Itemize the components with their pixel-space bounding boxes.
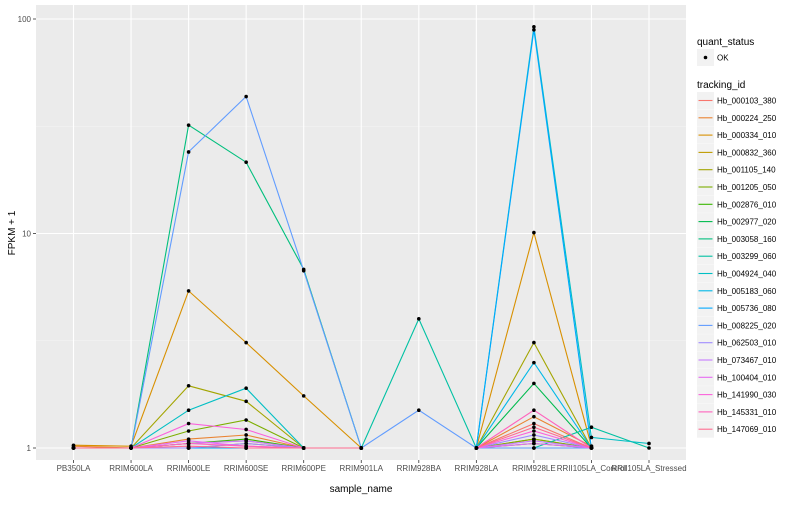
data-point bbox=[186, 123, 191, 127]
x-axis-ticks: PB350LA RRIM600LA RRIM600LE RRIM600SE RRIM60… bbox=[57, 460, 687, 473]
tracking-id-legend-title: tracking_id bbox=[697, 80, 745, 91]
data-point bbox=[186, 439, 191, 443]
x-tick-label: PB350LA bbox=[57, 464, 91, 473]
series-line bbox=[73, 95, 592, 449]
data-point bbox=[244, 418, 248, 422]
data-point bbox=[244, 427, 248, 432]
data-point bbox=[244, 340, 248, 345]
data-point bbox=[532, 28, 536, 32]
data-point bbox=[301, 446, 306, 450]
x-tick-label: RRIM928LA bbox=[455, 464, 499, 473]
data-point bbox=[532, 446, 536, 450]
x-tick-label: RRIM600LA bbox=[109, 464, 153, 473]
quant-status-legend-title: quant_status bbox=[697, 37, 754, 48]
x-tick-label: RRIM600PE bbox=[281, 464, 325, 473]
legend-label: Hb_005736_080 bbox=[717, 304, 777, 313]
data-point bbox=[532, 360, 536, 365]
data-point bbox=[359, 446, 364, 450]
data-point bbox=[301, 394, 306, 398]
legend-label: Hb_073467_010 bbox=[717, 356, 777, 365]
data-point bbox=[417, 317, 421, 321]
data-point bbox=[532, 441, 536, 446]
data-point bbox=[244, 446, 248, 450]
data-point bbox=[532, 433, 536, 437]
legend-label: Hb_062503_010 bbox=[717, 339, 777, 348]
data-point bbox=[532, 340, 536, 345]
data-point bbox=[474, 446, 479, 450]
data-point bbox=[532, 381, 536, 386]
data-point bbox=[71, 446, 76, 450]
data-point bbox=[186, 444, 191, 448]
legend-label: Hb_005183_060 bbox=[717, 287, 777, 296]
legend-label: Hb_002876_010 bbox=[717, 200, 777, 209]
data-point bbox=[417, 408, 421, 413]
quant-status-point-icon bbox=[703, 55, 708, 60]
data-point bbox=[532, 24, 536, 29]
legend-label: Hb_002977_020 bbox=[717, 218, 777, 227]
data-point bbox=[244, 441, 248, 446]
x-tick-label: RRII105LA_Stressed bbox=[611, 464, 686, 473]
data-point bbox=[186, 421, 191, 426]
x-tick-label: RRIM600SE bbox=[224, 464, 268, 473]
data-point bbox=[244, 94, 248, 99]
x-tick-label: RRIM928BA bbox=[397, 464, 442, 473]
legend-label: Hb_145331_010 bbox=[717, 408, 777, 417]
legend-label: Hb_001205_050 bbox=[717, 183, 777, 192]
data-point bbox=[244, 433, 248, 437]
legend-label: Hb_003299_060 bbox=[717, 252, 777, 261]
data-point bbox=[244, 160, 248, 164]
legend-label: Hb_141990_030 bbox=[717, 391, 777, 400]
data-point bbox=[186, 383, 191, 388]
data-point bbox=[647, 441, 651, 446]
y-axis-ticks: 1 10 100 bbox=[18, 15, 36, 453]
x-tick-label: RRIM901LA bbox=[339, 464, 383, 473]
data-points bbox=[71, 24, 651, 450]
x-tick-label: RRIM600LE bbox=[167, 464, 211, 473]
data-point bbox=[186, 289, 191, 293]
quant-status-legend-label: OK bbox=[717, 54, 729, 63]
data-point bbox=[647, 446, 651, 450]
data-point bbox=[186, 408, 191, 413]
data-point bbox=[244, 439, 248, 443]
legend-label: Hb_004924_040 bbox=[717, 270, 777, 279]
data-point bbox=[589, 425, 594, 430]
legend-label: Hb_147069_010 bbox=[717, 425, 777, 434]
data-point bbox=[532, 421, 536, 426]
data-point bbox=[532, 439, 536, 443]
data-point bbox=[532, 429, 536, 433]
data-point bbox=[244, 386, 248, 391]
y-tick-label: 100 bbox=[18, 15, 32, 24]
data-point bbox=[589, 435, 594, 440]
legend-label: Hb_003058_160 bbox=[717, 235, 777, 244]
data-point bbox=[244, 399, 248, 404]
data-point bbox=[532, 230, 536, 235]
legend-label: Hb_000224_250 bbox=[717, 114, 777, 123]
data-point bbox=[532, 414, 536, 419]
data-point bbox=[129, 446, 133, 450]
x-tick-label: RRII105LA_Control bbox=[557, 464, 627, 473]
x-tick-label: RRIM928LE bbox=[512, 464, 556, 473]
data-point bbox=[532, 408, 536, 413]
data-point bbox=[71, 443, 76, 448]
tracking-id-legend-entries: Hb_000103_380 Hb_000224_250 Hb_000334_010 H… bbox=[697, 92, 777, 438]
legend-label: Hb_001105_140 bbox=[717, 166, 776, 175]
data-point bbox=[589, 446, 594, 450]
x-axis-title: sample_name bbox=[330, 484, 393, 495]
legend-label: Hb_000832_360 bbox=[717, 148, 777, 157]
legend-label: Hb_100404_010 bbox=[717, 373, 777, 382]
data-point bbox=[532, 425, 536, 430]
legend-label: Hb_000103_380 bbox=[717, 97, 777, 106]
y-tick-label: 1 bbox=[27, 444, 32, 453]
y-tick-label: 10 bbox=[22, 230, 31, 239]
legend: quant_status OK tracking_id Hb_000103_38… bbox=[697, 37, 777, 438]
legend-label: Hb_008225_020 bbox=[717, 321, 777, 330]
data-point bbox=[186, 429, 191, 433]
legend-label: Hb_000334_010 bbox=[717, 131, 777, 140]
data-point bbox=[186, 150, 191, 154]
data-point bbox=[186, 441, 191, 446]
y-axis-title: FPKM + 1 bbox=[7, 210, 18, 255]
data-point bbox=[301, 269, 306, 273]
